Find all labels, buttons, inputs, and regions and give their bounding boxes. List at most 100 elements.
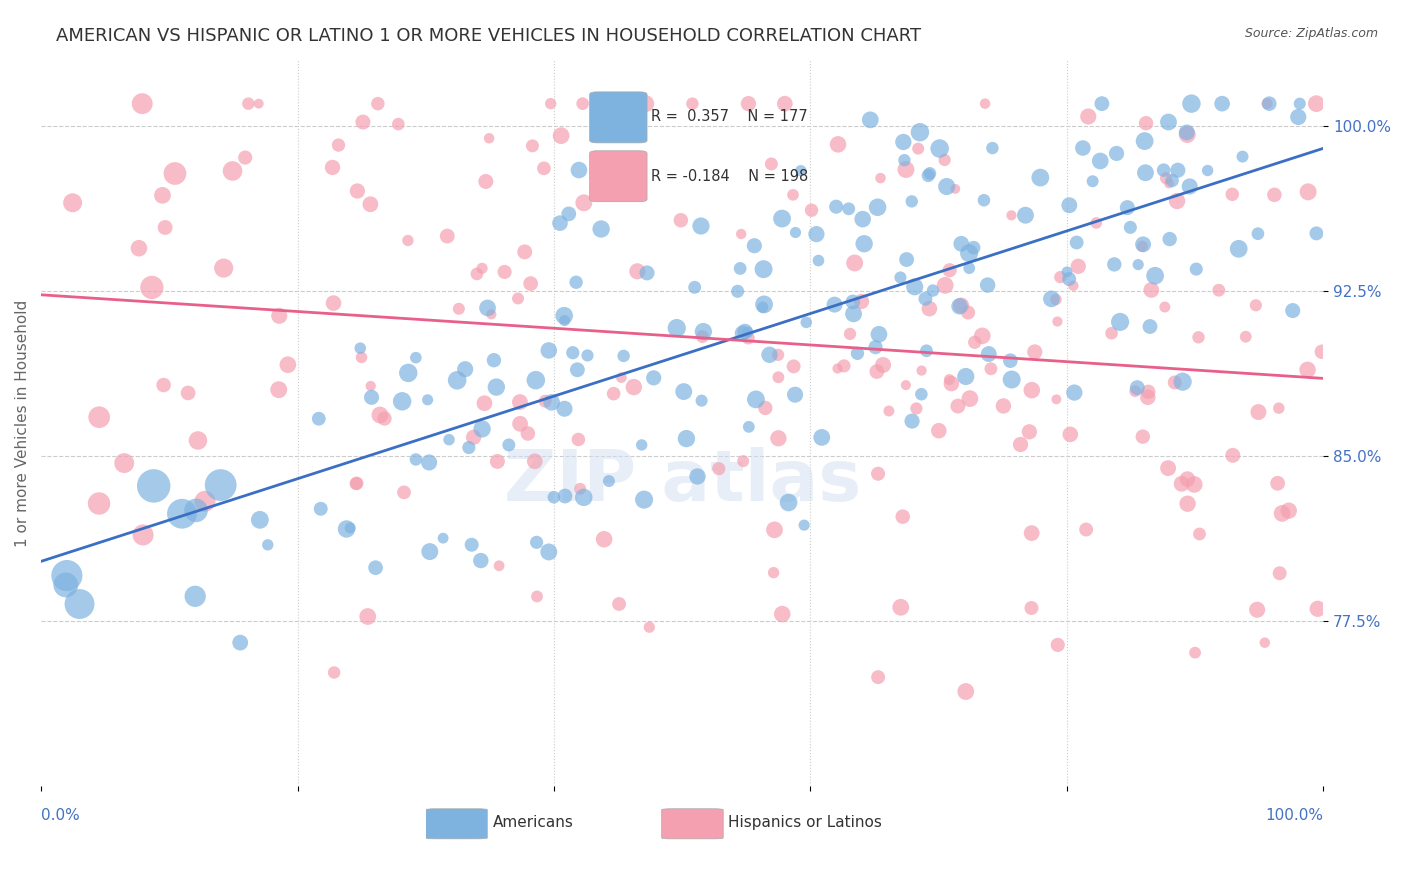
Point xyxy=(633,492,655,507)
Point xyxy=(485,380,508,394)
Point xyxy=(364,560,387,574)
Point xyxy=(247,96,270,111)
Point xyxy=(184,590,207,604)
Point xyxy=(957,305,980,319)
Point xyxy=(853,236,876,251)
Point xyxy=(946,399,969,413)
Point xyxy=(794,315,817,329)
Point xyxy=(938,373,960,387)
Point xyxy=(868,670,890,684)
Point xyxy=(665,321,688,335)
Point xyxy=(690,219,713,233)
Point xyxy=(568,163,591,178)
Point xyxy=(1278,503,1301,517)
Point xyxy=(758,348,780,362)
Point xyxy=(981,141,1004,155)
Point xyxy=(733,454,755,468)
Point xyxy=(838,202,860,216)
Point xyxy=(509,417,531,431)
Point xyxy=(807,253,830,268)
Point xyxy=(731,326,754,341)
Point xyxy=(934,278,956,293)
Point xyxy=(1166,194,1188,208)
Point xyxy=(1104,257,1126,271)
Point xyxy=(526,590,548,604)
Point xyxy=(1153,300,1175,314)
Point xyxy=(470,553,492,567)
Point xyxy=(543,490,565,504)
Point xyxy=(396,234,419,248)
Point xyxy=(917,169,939,183)
Point xyxy=(339,521,361,535)
Point xyxy=(534,394,557,409)
Point xyxy=(1049,270,1071,285)
Point xyxy=(806,227,828,241)
Point xyxy=(914,292,936,306)
Point xyxy=(609,183,631,197)
Point xyxy=(558,207,581,221)
Point xyxy=(1137,384,1160,399)
Point xyxy=(1001,372,1024,386)
Point xyxy=(868,327,890,342)
Point xyxy=(308,411,330,425)
Point xyxy=(1071,141,1094,155)
Point xyxy=(943,182,966,196)
Point xyxy=(763,523,786,537)
Point xyxy=(1067,260,1090,274)
Point xyxy=(368,408,391,422)
Point xyxy=(523,454,546,468)
Point xyxy=(352,115,374,129)
Point xyxy=(976,278,998,293)
Point xyxy=(1126,381,1149,395)
Point xyxy=(1021,383,1043,397)
Point xyxy=(132,528,155,542)
Point xyxy=(1296,363,1319,377)
Point xyxy=(1128,258,1150,272)
Point xyxy=(576,348,599,362)
Point xyxy=(754,401,776,415)
Point xyxy=(865,340,887,354)
Point xyxy=(602,386,624,401)
Point xyxy=(346,184,368,198)
Point xyxy=(607,597,630,611)
Point xyxy=(745,392,768,407)
Text: AMERICAN VS HISPANIC OR LATINO 1 OR MORE VEHICLES IN HOUSEHOLD CORRELATION CHART: AMERICAN VS HISPANIC OR LATINO 1 OR MORE… xyxy=(56,27,921,45)
Point xyxy=(839,326,862,341)
Point xyxy=(1268,401,1291,416)
Point xyxy=(346,476,368,491)
Point xyxy=(540,395,562,409)
Point xyxy=(1157,461,1180,475)
Point xyxy=(221,164,243,178)
Point xyxy=(1046,638,1069,652)
Point xyxy=(62,195,84,210)
Point xyxy=(1000,353,1022,368)
Point xyxy=(782,187,804,202)
Point xyxy=(474,396,496,410)
Point xyxy=(752,262,775,277)
Point xyxy=(194,494,217,508)
Point xyxy=(537,545,560,559)
Point xyxy=(1024,345,1046,359)
Point xyxy=(727,285,749,299)
Point xyxy=(782,359,804,374)
Point xyxy=(1296,185,1319,199)
Point xyxy=(349,341,371,355)
Point xyxy=(1000,208,1022,222)
Point xyxy=(613,349,636,363)
Point xyxy=(359,197,381,211)
Point xyxy=(526,535,548,549)
Point xyxy=(1187,330,1209,344)
Point xyxy=(436,229,458,244)
Point xyxy=(692,325,714,339)
Point xyxy=(928,424,950,438)
Point xyxy=(623,380,645,394)
Point xyxy=(869,171,891,186)
Point xyxy=(1286,110,1309,124)
Point xyxy=(256,538,278,552)
Point xyxy=(1123,384,1146,399)
Point xyxy=(851,294,873,309)
Point xyxy=(1045,293,1067,307)
Point xyxy=(550,128,572,143)
Point xyxy=(553,309,575,323)
Point xyxy=(561,345,583,359)
